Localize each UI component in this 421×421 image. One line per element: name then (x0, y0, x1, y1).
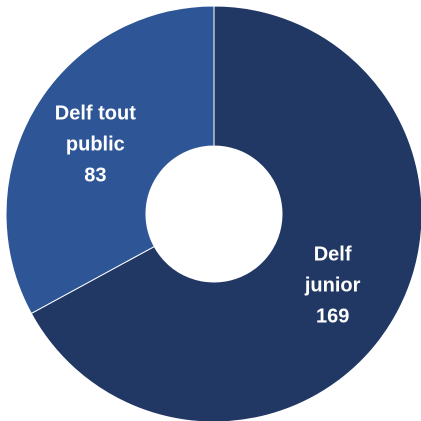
slice-label-line-0-1: junior (304, 274, 361, 296)
slice-label-0: Delf junior 169 (304, 243, 361, 327)
slice-label-line-1-1: public (66, 134, 125, 156)
donut-hole (146, 146, 282, 282)
slice-value-1: 83 (84, 165, 106, 187)
slice-label-line-1-0: Delf tout (55, 103, 136, 125)
slice-label-1: Delf tout public 83 (55, 103, 136, 187)
slice-value-0: 169 (316, 305, 349, 327)
slice-label-line-0-0: Delf (314, 243, 352, 265)
